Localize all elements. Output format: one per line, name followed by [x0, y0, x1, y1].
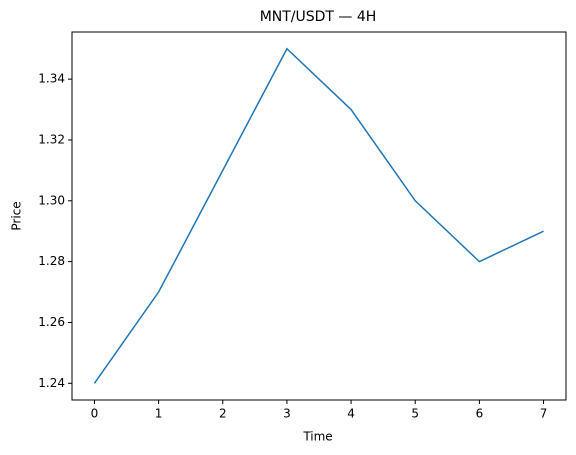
chart-title: MNT/USDT — 4H	[260, 9, 377, 25]
x-axis-label: Time	[302, 430, 332, 444]
y-tick-label: 1.34	[38, 72, 65, 86]
x-tick-label: 6	[476, 407, 484, 421]
x-tick-label: 2	[219, 407, 227, 421]
y-tick-label: 1.26	[38, 315, 65, 329]
y-axis-label: Price	[10, 201, 24, 230]
y-tick-label: 1.28	[38, 254, 65, 268]
y-tick-label: 1.24	[38, 376, 65, 390]
y-tick-label: 1.30	[38, 193, 65, 207]
axes-frame	[71, 31, 567, 401]
x-tick-label: 4	[347, 407, 355, 421]
x-tick-label: 7	[540, 407, 548, 421]
y-tick-label: 1.32	[38, 132, 65, 146]
x-tick-label: 0	[91, 407, 99, 421]
x-tick-label: 1	[155, 407, 163, 421]
x-tick-label: 5	[411, 407, 419, 421]
line	[93, 47, 544, 384]
x-tick-label: 3	[283, 407, 291, 421]
